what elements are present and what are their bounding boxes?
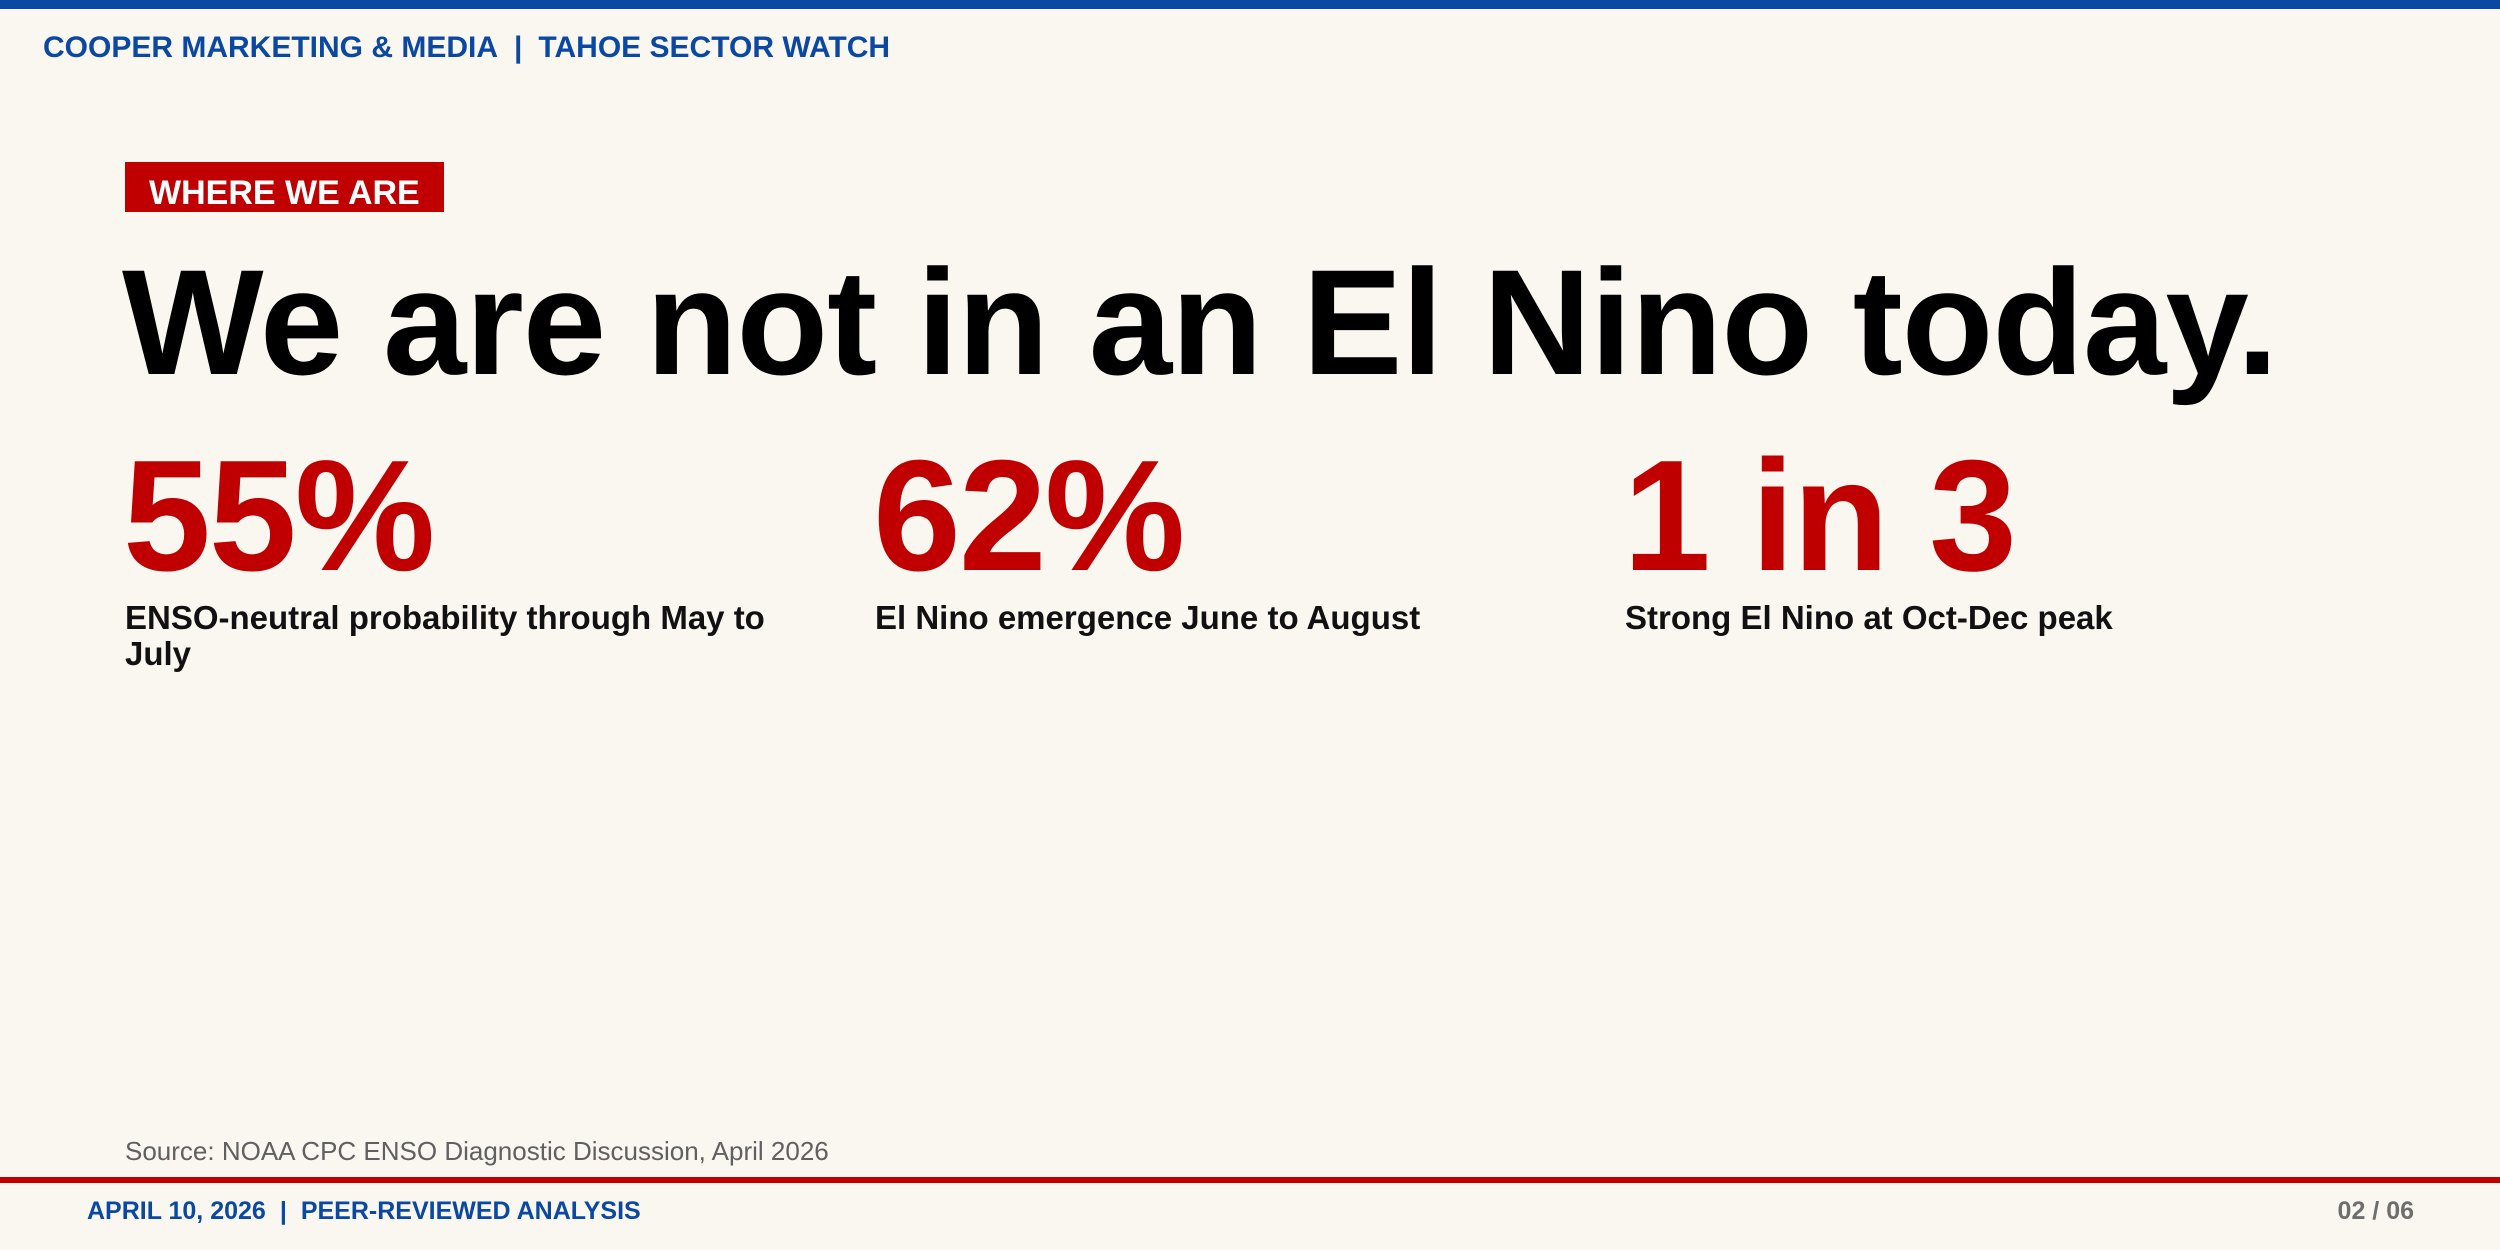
header-separator: | <box>514 31 523 64</box>
stat-value: 62% <box>873 428 1185 604</box>
stat-label: Strong El Nino at Oct-Dec peak <box>1625 599 2113 636</box>
footer-divider <box>0 1177 2500 1183</box>
stat-label: ENSO-neutral probability through May to … <box>125 599 765 672</box>
source-note: Source: NOAA CPC ENSO Diagnostic Discuss… <box>125 1136 829 1166</box>
stat-block-emergence: 62% El Nino emergence June to August <box>873 437 1553 636</box>
footer-tag: PEER-REVIEWED ANALYSIS <box>300 1197 641 1225</box>
header-brand: COOPER MARKETING & MEDIA | TAHOE SECTOR WA… <box>43 30 890 66</box>
stat-block-neutral: 55% ENSO-neutral probability through May… <box>123 437 803 672</box>
brand-name: COOPER MARKETING & MEDIA <box>43 31 499 64</box>
stat-value: 55% <box>123 428 435 604</box>
top-accent-bar <box>0 0 2500 9</box>
footer-date: APRIL 10, 2026 <box>87 1197 266 1225</box>
section-kicker: WHERE WE ARE <box>125 162 444 212</box>
stat-block-strong: 1 in 3 Strong El Nino at Oct-Dec peak <box>1623 437 2303 636</box>
stat-label: El Nino emergence June to August <box>875 599 1421 636</box>
slide-headline: We are not in an El Nino today. <box>122 238 2278 406</box>
stat-value: 1 in 3 <box>1623 428 2017 604</box>
section-name: TAHOE SECTOR WATCH <box>538 31 891 64</box>
page-number: 02 / 06 <box>2337 1197 2414 1225</box>
footer-meta: APRIL 10, 2026 | PEER-REVIEWED ANALYSIS <box>87 1196 641 1226</box>
footer-separator: | <box>279 1197 287 1225</box>
